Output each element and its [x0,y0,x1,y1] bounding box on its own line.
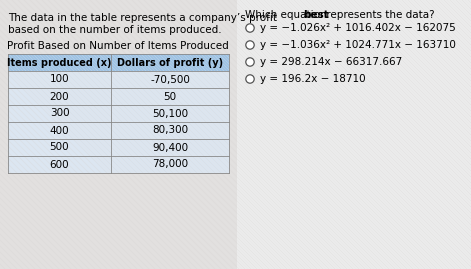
Text: y = −1.036x² + 1024.771x − 163710: y = −1.036x² + 1024.771x − 163710 [260,40,456,50]
Text: based on the number of items produced.: based on the number of items produced. [8,25,222,35]
Circle shape [246,24,254,32]
Bar [8,122,229,139]
Text: 50: 50 [163,91,177,101]
Bar [8,88,229,105]
Text: 80,300: 80,300 [152,126,188,136]
Text: 600: 600 [49,160,69,169]
Text: y = 196.2x − 18710: y = 196.2x − 18710 [260,74,365,84]
Bar [8,105,229,122]
Text: 400: 400 [49,126,69,136]
Bar [8,54,229,71]
Text: Items produced (x): Items produced (x) [7,58,112,68]
Text: Profit Based on Number of Items Produced: Profit Based on Number of Items Produced [7,41,229,51]
Text: -70,500: -70,500 [150,75,190,84]
Text: The data in the table represents a company’s profit: The data in the table represents a compa… [8,13,277,23]
Bar [0,0,237,269]
Text: 50,100: 50,100 [152,108,188,119]
Bar [8,71,229,88]
Text: 78,000: 78,000 [152,160,188,169]
Text: 300: 300 [49,108,69,119]
Text: best: best [303,10,329,20]
Text: 90,400: 90,400 [152,143,188,153]
Circle shape [246,75,254,83]
Text: 200: 200 [49,91,69,101]
Text: Dollars of profit (y): Dollars of profit (y) [117,58,223,68]
Bar [237,0,471,269]
Text: Which equation: Which equation [245,10,330,20]
Text: 500: 500 [49,143,69,153]
Text: represents the data?: represents the data? [323,10,435,20]
Text: y = −1.026x² + 1016.402x − 162075: y = −1.026x² + 1016.402x − 162075 [260,23,456,33]
Text: y = 298.214x − 66317.667: y = 298.214x − 66317.667 [260,57,402,67]
Bar [8,139,229,156]
Text: 100: 100 [49,75,69,84]
Circle shape [246,41,254,49]
Bar [8,156,229,173]
Circle shape [246,58,254,66]
